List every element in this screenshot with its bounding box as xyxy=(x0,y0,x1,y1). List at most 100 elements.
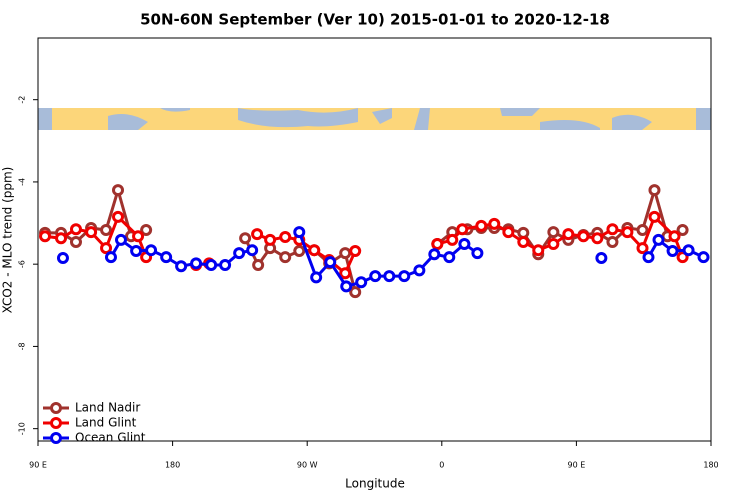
data-point xyxy=(443,251,456,264)
data-point xyxy=(233,247,246,260)
data-point xyxy=(682,244,695,257)
data-point xyxy=(56,252,69,265)
data-point xyxy=(251,228,264,241)
y-tick-label: -2 xyxy=(18,96,27,104)
data-point xyxy=(100,242,113,255)
data-point xyxy=(112,184,125,197)
data-point xyxy=(140,224,153,237)
data-point xyxy=(39,230,52,243)
data-point xyxy=(676,224,689,237)
data-point xyxy=(293,245,306,258)
data-point xyxy=(369,270,382,283)
data-point xyxy=(252,258,265,271)
data-point xyxy=(115,233,128,246)
data-point xyxy=(547,226,560,239)
data-point xyxy=(591,232,604,245)
data-point xyxy=(246,244,259,257)
data-point xyxy=(471,247,484,260)
data-point xyxy=(85,226,98,239)
data-point xyxy=(383,270,396,283)
data-point xyxy=(652,233,665,246)
data-point xyxy=(160,251,173,264)
data-point xyxy=(648,184,661,197)
data-point xyxy=(606,235,619,248)
y-tick-label: -10 xyxy=(18,422,27,435)
legend-label: Land Glint xyxy=(75,416,137,430)
legend-marker xyxy=(50,432,62,444)
legend-label: Ocean Glint xyxy=(75,431,146,445)
plot-frame xyxy=(37,37,712,442)
x-tick-label: 180 xyxy=(165,461,180,470)
x-tick-label: 90 E xyxy=(29,461,47,470)
data-point xyxy=(69,223,82,236)
data-point xyxy=(339,267,352,280)
data-point xyxy=(475,219,488,232)
data-point xyxy=(636,242,649,255)
x-tick-label: 90 E xyxy=(568,461,586,470)
data-point xyxy=(340,280,353,293)
data-point xyxy=(456,223,469,236)
data-point xyxy=(577,230,590,243)
y-tick-label: -4 xyxy=(18,178,27,186)
data-point xyxy=(697,251,710,264)
data-point xyxy=(175,260,188,273)
data-point xyxy=(324,256,337,269)
y-axis-label: XCO2 - MLO trend (ppm) xyxy=(1,167,15,314)
data-point xyxy=(190,257,203,270)
data-point xyxy=(458,238,471,251)
data-point xyxy=(502,226,515,239)
data-point xyxy=(413,264,426,277)
data-point xyxy=(606,223,619,236)
chart-title: 50N-60N September (Ver 10) 2015-01-01 to… xyxy=(140,11,610,29)
data-point xyxy=(431,238,444,251)
data-point xyxy=(145,244,158,257)
data-point xyxy=(532,244,545,257)
data-point xyxy=(398,270,411,283)
data-point xyxy=(55,232,68,245)
data-point xyxy=(636,224,649,237)
data-point xyxy=(132,230,145,243)
data-point xyxy=(349,245,362,258)
data-point xyxy=(595,252,608,265)
data-point xyxy=(310,271,323,284)
data-point xyxy=(279,251,292,264)
y-tick-label: -8 xyxy=(18,342,27,350)
data-point xyxy=(219,258,232,271)
data-point xyxy=(130,245,143,258)
map-ocean xyxy=(38,108,711,130)
y-tick-label: -6 xyxy=(18,260,27,268)
data-point xyxy=(69,235,82,248)
data-point xyxy=(349,286,362,299)
data-point xyxy=(339,247,352,260)
data-point xyxy=(666,245,679,258)
data-point xyxy=(668,230,681,243)
x-tick-label: 180 xyxy=(703,461,718,470)
legend-label: Land Nadir xyxy=(75,401,140,415)
data-point xyxy=(100,224,113,237)
x-axis-label: Longitude xyxy=(345,477,405,491)
legend-marker xyxy=(50,417,62,429)
data-point xyxy=(428,248,441,261)
data-point xyxy=(239,232,252,245)
data-point xyxy=(279,231,292,244)
x-tick-label: 90 W xyxy=(297,461,318,470)
data-point xyxy=(446,233,459,246)
data-point xyxy=(642,251,655,264)
data-point xyxy=(205,258,218,271)
data-point xyxy=(104,251,117,264)
data-point xyxy=(355,276,368,289)
data-point xyxy=(517,235,530,248)
x-tick-label: 0 xyxy=(439,461,444,470)
data-point xyxy=(648,210,661,223)
data-point xyxy=(676,251,689,264)
data-point xyxy=(547,238,560,251)
data-point xyxy=(112,210,125,223)
legend-marker xyxy=(50,402,62,414)
data-point xyxy=(562,228,575,241)
map-strip xyxy=(38,108,711,130)
data-point xyxy=(308,244,321,257)
data-point xyxy=(293,226,306,239)
data-point xyxy=(488,217,501,230)
